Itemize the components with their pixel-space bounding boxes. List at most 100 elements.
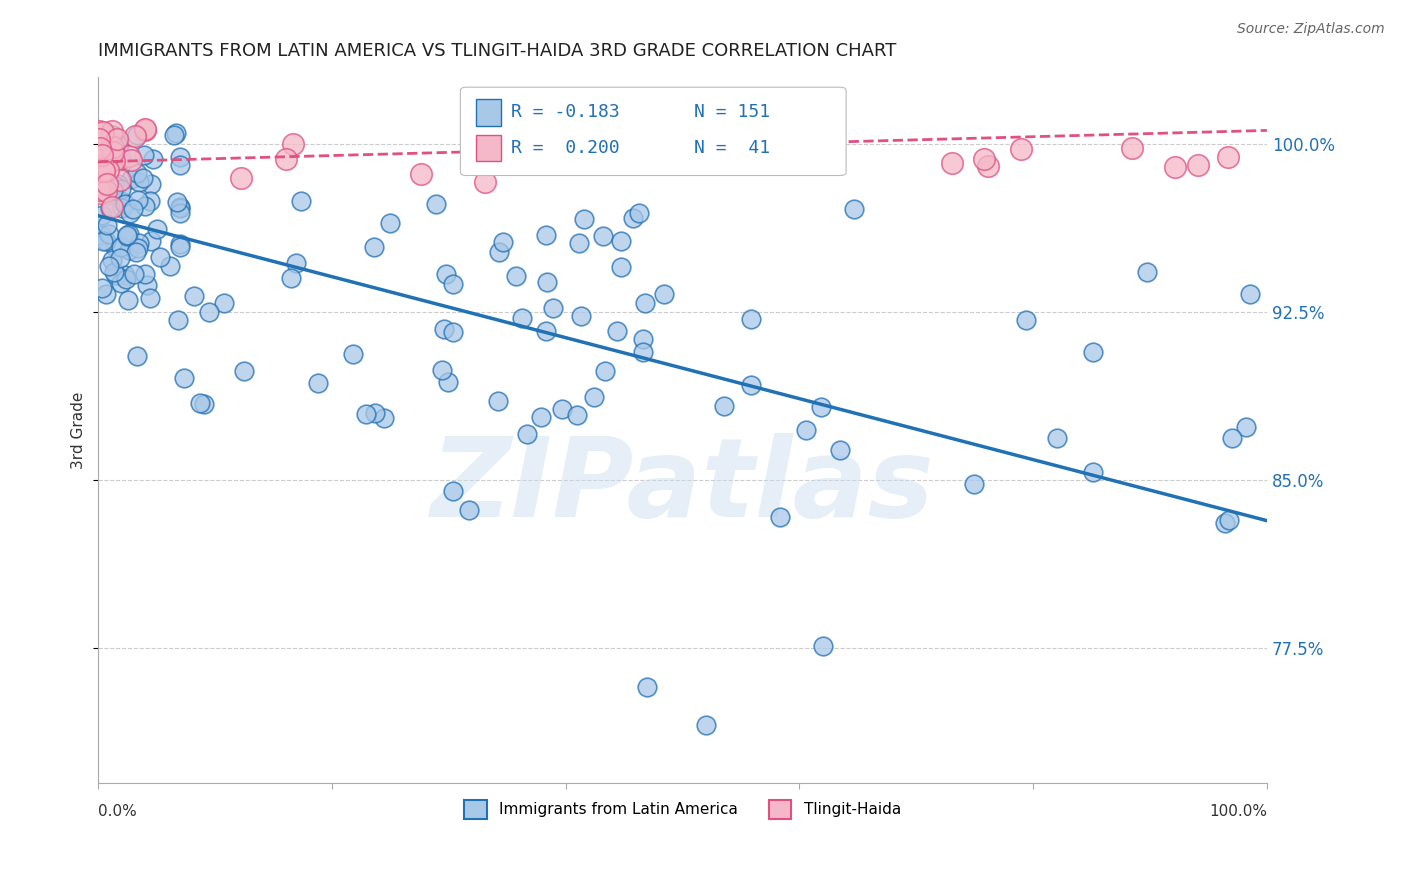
Point xyxy=(103,265,125,279)
Point xyxy=(842,202,865,217)
Point xyxy=(120,153,142,167)
Point xyxy=(740,311,762,326)
Point xyxy=(108,138,131,153)
Point xyxy=(634,296,657,310)
Point xyxy=(621,211,644,226)
Point xyxy=(127,241,149,255)
Point xyxy=(283,137,305,152)
Point xyxy=(811,639,834,653)
Point xyxy=(117,227,139,242)
Point xyxy=(101,200,124,214)
Point xyxy=(169,206,191,220)
Legend: Immigrants from Latin America, Tlingit-Haida: Immigrants from Latin America, Tlingit-H… xyxy=(458,794,907,825)
Point xyxy=(636,680,658,694)
Point xyxy=(121,202,143,216)
Point xyxy=(90,280,112,294)
Point xyxy=(411,168,433,182)
Point xyxy=(128,175,150,189)
Point xyxy=(134,267,156,281)
Point xyxy=(135,277,157,292)
Point xyxy=(105,131,128,145)
Point xyxy=(110,194,132,208)
Point xyxy=(441,483,464,498)
Point xyxy=(1187,158,1209,172)
Point xyxy=(628,206,651,220)
Point xyxy=(90,228,112,243)
Point xyxy=(425,197,447,211)
Point xyxy=(169,201,191,215)
Point xyxy=(794,423,817,437)
Point xyxy=(1220,431,1243,445)
Point xyxy=(90,148,112,162)
Point xyxy=(91,234,114,248)
Point xyxy=(91,208,114,222)
Point xyxy=(606,324,628,338)
Point xyxy=(108,251,131,265)
Point xyxy=(114,196,136,211)
Point xyxy=(89,186,111,200)
Point xyxy=(166,195,188,210)
Point xyxy=(593,364,616,378)
Point xyxy=(89,159,111,173)
Point xyxy=(488,244,510,259)
Point xyxy=(104,142,127,156)
Point xyxy=(97,188,120,202)
Point xyxy=(94,155,117,169)
Point xyxy=(610,260,633,275)
Point xyxy=(132,148,155,162)
Point xyxy=(104,240,127,254)
Point xyxy=(1010,142,1032,156)
Point xyxy=(1234,420,1257,434)
Point xyxy=(695,717,717,731)
Point xyxy=(551,402,574,417)
Point xyxy=(592,229,614,244)
Point xyxy=(173,371,195,385)
Point xyxy=(380,217,402,231)
Point xyxy=(93,163,115,178)
Point xyxy=(120,206,142,220)
Point xyxy=(1015,312,1038,326)
Point xyxy=(124,128,146,143)
FancyBboxPatch shape xyxy=(475,135,502,161)
Point xyxy=(433,321,456,335)
Point xyxy=(115,229,138,244)
Point xyxy=(631,332,654,346)
Point xyxy=(89,183,111,197)
Point xyxy=(828,442,851,457)
Point xyxy=(125,244,148,259)
Point xyxy=(274,152,297,166)
Point xyxy=(307,376,329,391)
Point xyxy=(342,347,364,361)
FancyBboxPatch shape xyxy=(475,99,502,126)
Point xyxy=(290,194,312,208)
Point xyxy=(583,390,606,404)
Point xyxy=(91,161,114,176)
Point xyxy=(107,177,129,191)
Point xyxy=(96,234,118,248)
Point xyxy=(1215,516,1237,531)
Point xyxy=(139,234,162,248)
Point xyxy=(127,350,149,364)
Point xyxy=(183,288,205,302)
Point xyxy=(354,407,377,421)
Point xyxy=(193,397,215,411)
Point xyxy=(120,172,142,186)
Point xyxy=(89,124,111,138)
Point xyxy=(941,156,963,170)
Point xyxy=(652,287,675,301)
Point xyxy=(474,175,496,189)
Point xyxy=(110,152,132,166)
Point xyxy=(89,132,111,146)
Point xyxy=(90,146,112,161)
Point xyxy=(110,276,132,290)
Point xyxy=(169,158,191,172)
Point xyxy=(1164,161,1187,175)
Point xyxy=(713,399,735,413)
Point xyxy=(231,171,253,186)
Point xyxy=(128,236,150,251)
Point xyxy=(98,260,121,274)
Point xyxy=(364,406,387,420)
Point xyxy=(125,165,148,179)
Point xyxy=(214,295,236,310)
Point xyxy=(536,275,558,289)
